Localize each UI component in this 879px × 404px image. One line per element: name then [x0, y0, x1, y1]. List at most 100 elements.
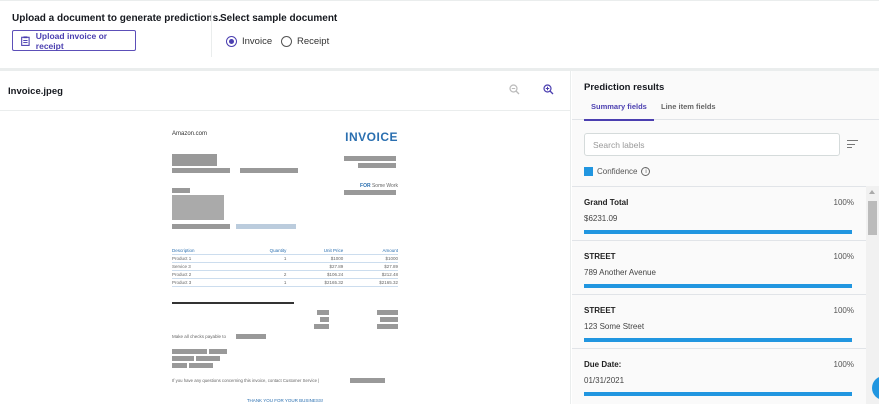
cell: Product 3	[172, 278, 238, 287]
redaction	[196, 356, 220, 361]
upload-title: Upload a document to generate prediction…	[12, 13, 221, 24]
result-tabs: Summary fields Line item fields	[572, 97, 879, 121]
separator	[0, 68, 879, 71]
radio-label: Receipt	[297, 36, 330, 47]
field-card[interactable]: STREET 100% 789 Another Avenue	[572, 240, 866, 294]
tab-summary-fields[interactable]: Summary fields	[584, 102, 654, 121]
col-quantity: Quantity	[237, 247, 287, 255]
redaction	[377, 324, 398, 329]
prediction-panel: Prediction results Summary fields Line i…	[572, 71, 879, 404]
table-row: Product 2 2 $106.24 $212.48	[172, 270, 398, 279]
cell: $2165.32	[286, 278, 344, 287]
document-viewer: Invoice.jpeg Amazon.com INVOICE FOR Some…	[0, 71, 571, 404]
cell: $212.48	[343, 270, 398, 279]
redaction	[172, 168, 230, 173]
redaction	[209, 349, 227, 354]
cell: 1	[237, 278, 287, 287]
redaction	[380, 317, 398, 322]
upload-button-label: Upload invoice or receipt	[35, 30, 108, 51]
cell: $1000	[343, 254, 398, 263]
cell: $106.24	[286, 270, 344, 279]
link-redaction	[236, 224, 296, 229]
field-label: Grand Total	[584, 198, 629, 207]
tab-line-item-fields[interactable]: Line item fields	[661, 102, 716, 111]
search-input[interactable]: Search labels	[584, 133, 840, 156]
info-icon[interactable]: i	[641, 167, 651, 176]
field-confidence: 100%	[833, 198, 854, 207]
radio-button[interactable]	[281, 36, 292, 47]
col-amount: Amount	[343, 247, 398, 255]
upload-panel: Upload a document to generate prediction…	[0, 0, 879, 68]
col-description: Description	[172, 247, 238, 255]
cell: $1000	[286, 254, 344, 263]
upload-button[interactable]: Upload invoice or receipt	[12, 30, 136, 51]
scroll-up-icon[interactable]	[869, 190, 875, 194]
for-line: FOR Some Work	[360, 183, 398, 189]
divider	[211, 11, 212, 57]
cell: 2	[237, 270, 287, 279]
confidence-legend: Confidence i	[584, 167, 651, 176]
col-unit-price: Unit Price	[286, 247, 344, 255]
invoice-heading: INVOICE	[345, 130, 398, 144]
company-name: Amazon.com	[172, 131, 208, 137]
sort-icon[interactable]	[847, 140, 858, 151]
field-card[interactable]: STREET 100% 123 Some Street	[572, 294, 866, 348]
confidence-swatch	[584, 167, 593, 176]
cell: Service 3	[172, 262, 238, 271]
radio-button[interactable]	[226, 36, 237, 47]
help-button[interactable]	[872, 376, 879, 400]
field-value: $6231.09	[584, 214, 618, 223]
zoom-in-icon[interactable]	[543, 84, 554, 95]
table-row: Product 1 1 $1000 $1000	[172, 254, 398, 263]
invoice-image: Amazon.com INVOICE FOR Some Work Descrip…	[172, 130, 400, 403]
zoom-out-icon[interactable]	[509, 84, 520, 95]
field-confidence: 100%	[833, 252, 854, 261]
confidence-bar	[584, 338, 852, 342]
field-card[interactable]: Due Date: 100% 01/31/2021	[572, 348, 866, 402]
prediction-title: Prediction results	[584, 82, 665, 93]
field-card[interactable]: Grand Total 100% $6231.09	[572, 186, 866, 240]
redaction	[172, 188, 190, 193]
signature-line	[172, 302, 294, 304]
redaction	[314, 324, 329, 329]
redaction	[236, 334, 266, 339]
table-header: Description Quantity Unit Price Amount	[172, 247, 398, 255]
clipboard-icon	[21, 35, 30, 46]
viewer-header: Invoice.jpeg	[0, 71, 570, 111]
sample-title: Select sample document	[220, 13, 338, 24]
thanks-text: THANK YOU FOR YOUR BUSINESS!	[246, 398, 324, 403]
for-label: FOR	[360, 183, 371, 189]
questions-text: If you have any questions concerning thi…	[172, 378, 320, 383]
redaction	[172, 224, 230, 229]
cell: 1	[237, 254, 287, 263]
checks-text: Make all checks payable to	[172, 334, 227, 339]
for-value: Some Work	[371, 183, 398, 189]
redaction	[320, 317, 329, 322]
redaction	[317, 310, 329, 315]
scrollbar[interactable]	[866, 186, 879, 404]
radio-label: Invoice	[242, 36, 273, 47]
cell	[237, 262, 287, 271]
radio-receipt[interactable]: Receipt	[281, 36, 329, 47]
cell: $2165.32	[343, 278, 398, 287]
field-value: 01/31/2021	[584, 376, 625, 385]
redaction	[350, 378, 385, 383]
cell: $27.89	[286, 262, 344, 271]
redaction	[172, 356, 194, 361]
scrollbar-thumb[interactable]	[868, 201, 877, 235]
cell: Product 1	[172, 254, 238, 263]
redaction	[240, 168, 298, 173]
redaction	[344, 156, 396, 161]
line-items-table: Description Quantity Unit Price Amount Prod…	[172, 247, 398, 287]
radio-invoice[interactable]: Invoice	[226, 36, 272, 47]
redaction	[172, 349, 207, 354]
redaction	[172, 195, 224, 220]
field-value: 123 Some Street	[584, 322, 645, 331]
field-label: STREET	[584, 306, 616, 315]
table-row: Service 3 $27.89 $27.89	[172, 262, 398, 271]
confidence-bar	[584, 284, 852, 288]
confidence-bar	[584, 230, 852, 234]
confidence-bar	[584, 392, 852, 396]
redaction	[189, 363, 213, 368]
redaction	[377, 310, 398, 315]
